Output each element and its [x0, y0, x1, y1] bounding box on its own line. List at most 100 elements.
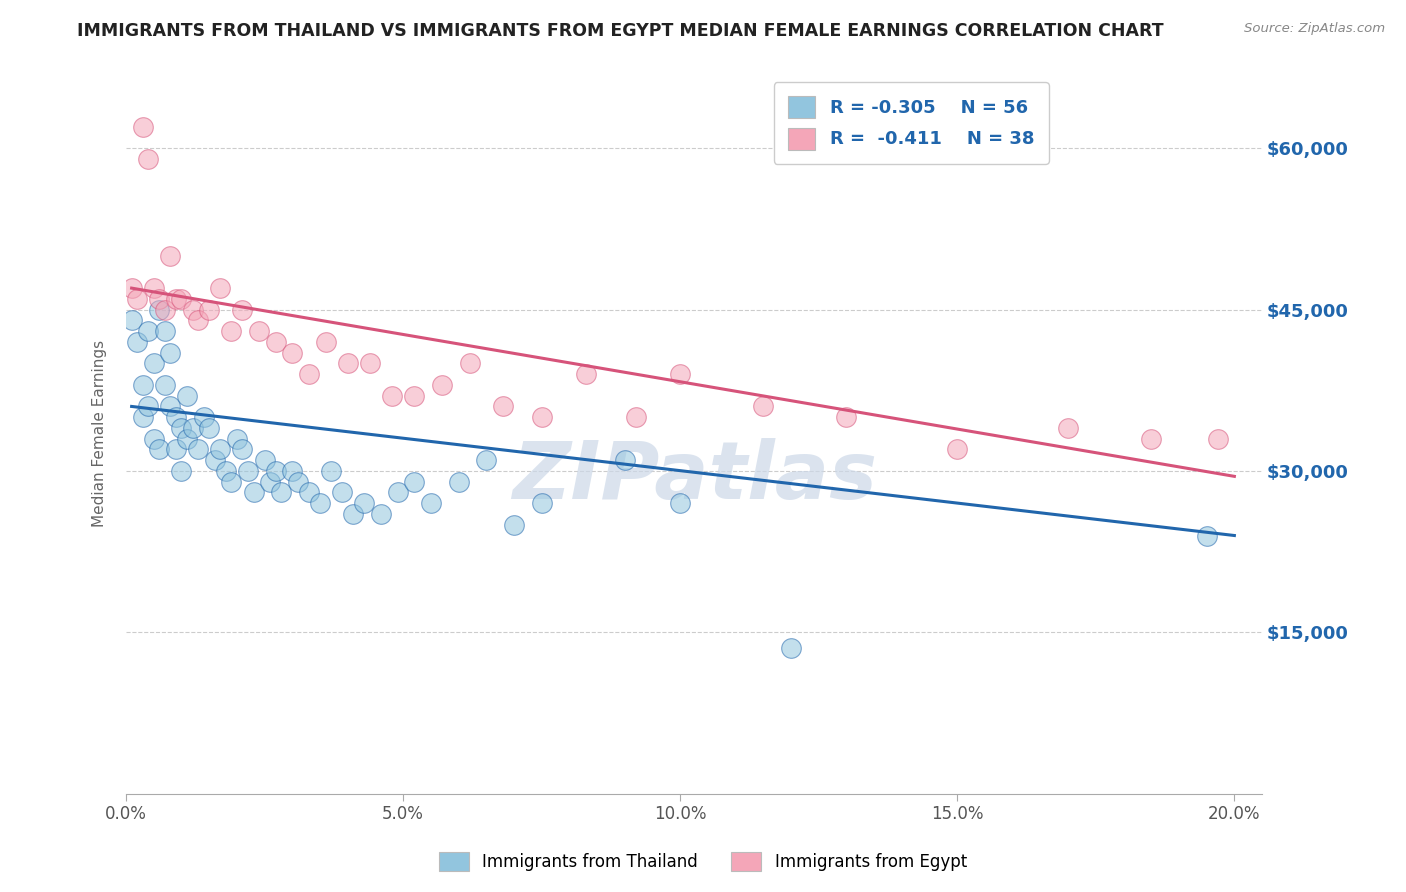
Point [946, 442, 969, 457]
Point [136, 324, 159, 338]
Point [404, 389, 426, 403]
Point [309, 496, 332, 510]
Point [142, 432, 165, 446]
Point [170, 421, 193, 435]
Point [153, 378, 176, 392]
Point [387, 485, 409, 500]
Point [121, 281, 143, 295]
Point [165, 292, 187, 306]
Point [131, 378, 153, 392]
Legend: R = -0.305    N = 56, R =  -0.411    N = 38: R = -0.305 N = 56, R = -0.411 N = 38 [773, 82, 1049, 164]
Legend: Immigrants from Thailand, Immigrants from Egypt: Immigrants from Thailand, Immigrants fro… [430, 843, 976, 880]
Point [530, 496, 553, 510]
Point [187, 313, 209, 327]
Point [613, 453, 636, 467]
Point [1140, 432, 1163, 446]
Point [669, 496, 692, 510]
Point [187, 442, 209, 457]
Point [159, 400, 181, 414]
Point [669, 367, 692, 381]
Point [142, 281, 165, 295]
Point [231, 442, 253, 457]
Point [1057, 421, 1080, 435]
Point [181, 421, 204, 435]
Point [209, 442, 232, 457]
Point [503, 517, 526, 532]
Point [315, 334, 337, 349]
Point [342, 507, 364, 521]
Point [458, 356, 481, 370]
Point [264, 464, 287, 478]
Point [198, 421, 221, 435]
Point [136, 400, 159, 414]
Point [259, 475, 281, 489]
Point [381, 389, 404, 403]
Point [404, 475, 426, 489]
Point [159, 249, 181, 263]
Point [215, 464, 238, 478]
Point [236, 464, 259, 478]
Point [221, 475, 243, 489]
Point [447, 475, 470, 489]
Point [142, 356, 165, 370]
Point [148, 302, 170, 317]
Point [176, 432, 198, 446]
Point [321, 464, 343, 478]
Point [181, 302, 204, 317]
Point [298, 367, 321, 381]
Point [575, 367, 598, 381]
Point [170, 464, 193, 478]
Point [287, 475, 309, 489]
Point [131, 410, 153, 425]
Point [492, 400, 515, 414]
Y-axis label: Median Female Earnings: Median Female Earnings [93, 340, 107, 527]
Point [153, 302, 176, 317]
Point [204, 453, 226, 467]
Point [264, 334, 287, 349]
Point [148, 292, 170, 306]
Point [127, 292, 149, 306]
Point [780, 641, 803, 656]
Point [121, 313, 143, 327]
Point [221, 324, 243, 338]
Point [198, 302, 221, 317]
Point [353, 496, 375, 510]
Point [475, 453, 498, 467]
Text: Source: ZipAtlas.com: Source: ZipAtlas.com [1244, 22, 1385, 36]
Point [131, 120, 153, 134]
Point [193, 410, 215, 425]
Point [165, 410, 187, 425]
Text: IMMIGRANTS FROM THAILAND VS IMMIGRANTS FROM EGYPT MEDIAN FEMALE EARNINGS CORRELA: IMMIGRANTS FROM THAILAND VS IMMIGRANTS F… [77, 22, 1164, 40]
Point [419, 496, 441, 510]
Point [136, 152, 159, 166]
Point [298, 485, 321, 500]
Point [253, 453, 276, 467]
Point [153, 324, 176, 338]
Point [242, 485, 264, 500]
Point [359, 356, 381, 370]
Point [176, 389, 198, 403]
Point [430, 378, 453, 392]
Point [247, 324, 270, 338]
Point [530, 410, 553, 425]
Point [281, 345, 304, 359]
Point [1206, 432, 1229, 446]
Point [231, 302, 253, 317]
Point [127, 334, 149, 349]
Point [170, 292, 193, 306]
Point [336, 356, 359, 370]
Point [270, 485, 292, 500]
Point [330, 485, 353, 500]
Point [1195, 528, 1218, 542]
Point [209, 281, 232, 295]
Point [281, 464, 304, 478]
Point [752, 400, 775, 414]
Point [624, 410, 647, 425]
Text: ZIPatlas: ZIPatlas [512, 438, 876, 516]
Point [165, 442, 187, 457]
Point [225, 432, 247, 446]
Point [148, 442, 170, 457]
Point [835, 410, 858, 425]
Point [370, 507, 392, 521]
Point [159, 345, 181, 359]
